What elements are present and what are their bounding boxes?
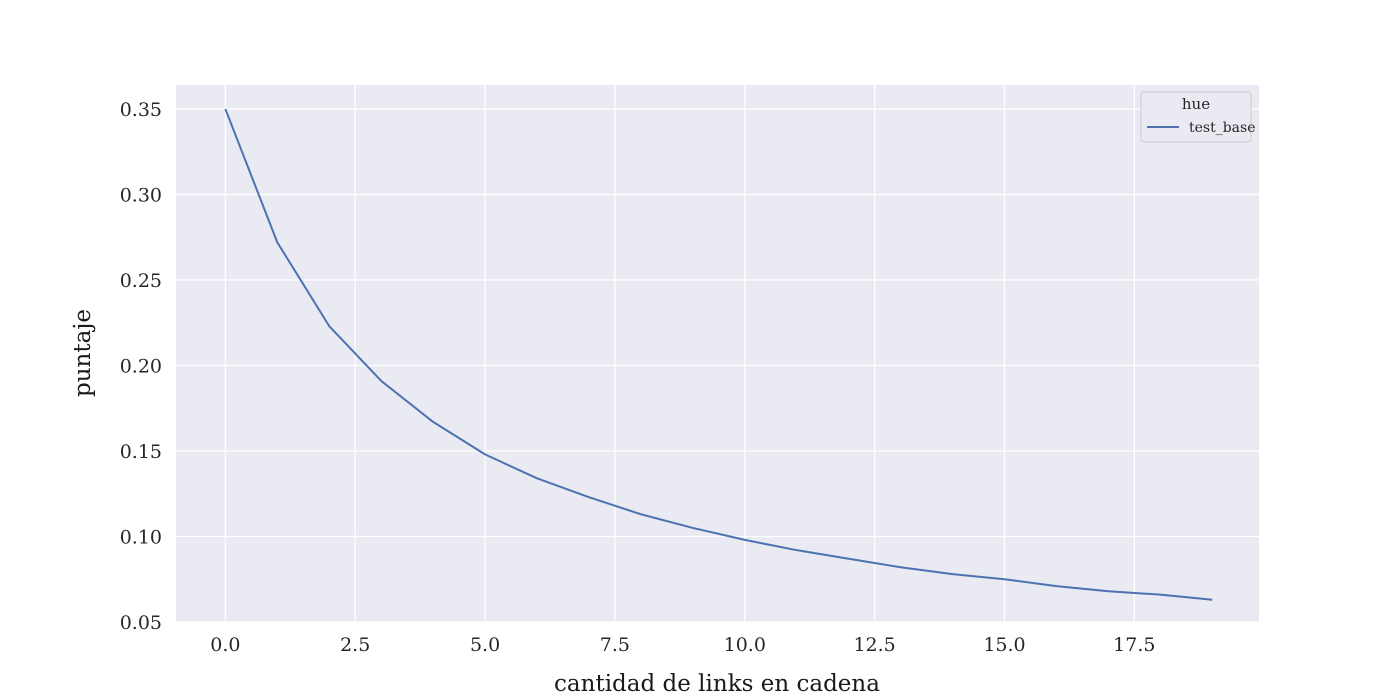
x-tick-label: 7.5 [600,634,630,656]
y-tick-label: 0.30 [120,184,162,206]
legend-title: hue [1182,95,1210,113]
y-tick-label: 0.25 [120,270,162,292]
data-point [744,539,746,541]
x-axis-title: cantidad de links en cadena [554,671,880,697]
y-tick-label: 0.10 [120,526,162,548]
x-tick-label: 5.0 [470,634,500,656]
legend: hue test_base [1140,91,1256,143]
data-point [1055,585,1057,587]
legend-box [1140,91,1252,143]
data-point [276,241,278,243]
x-tick-label: 0.0 [210,634,240,656]
data-point [692,527,694,529]
data-point [952,573,954,575]
y-tick-label: 0.20 [120,355,162,377]
x-tick-label: 17.5 [1113,634,1155,656]
data-point [848,558,850,560]
legend-label: test_base [1189,120,1256,136]
data-point [1107,590,1109,592]
y-axis-title: puntaje [70,309,96,397]
x-tick-label: 12.5 [853,634,895,656]
data-point [328,325,330,327]
y-tick-label: 0.15 [120,441,162,463]
y-tick-label: 0.35 [120,99,162,121]
data-point [796,549,798,551]
data-point [536,477,538,479]
y-tick-labels: 0.05 0.10 0.15 0.20 0.25 0.30 0.35 [120,99,162,634]
data-point [1211,599,1213,601]
x-tick-label: 10.0 [724,634,766,656]
data-point [640,513,642,515]
data-point [432,421,434,423]
plot-area [176,85,1259,622]
data-point [380,380,382,382]
data-point [484,453,486,455]
data-point [1003,578,1005,580]
y-tick-label: 0.05 [120,612,162,634]
data-point [900,566,902,568]
data-point [588,496,590,498]
grid [176,85,1259,623]
x-tick-label: 15.0 [983,634,1025,656]
series-line-test_base [224,108,1213,601]
data-point [1159,594,1161,596]
x-tick-labels: 0.0 2.5 5.0 7.5 10.0 12.5 15.0 17.5 [210,634,1155,656]
data-point [224,108,226,110]
x-tick-label: 2.5 [340,634,370,656]
series-lines [224,108,1213,601]
